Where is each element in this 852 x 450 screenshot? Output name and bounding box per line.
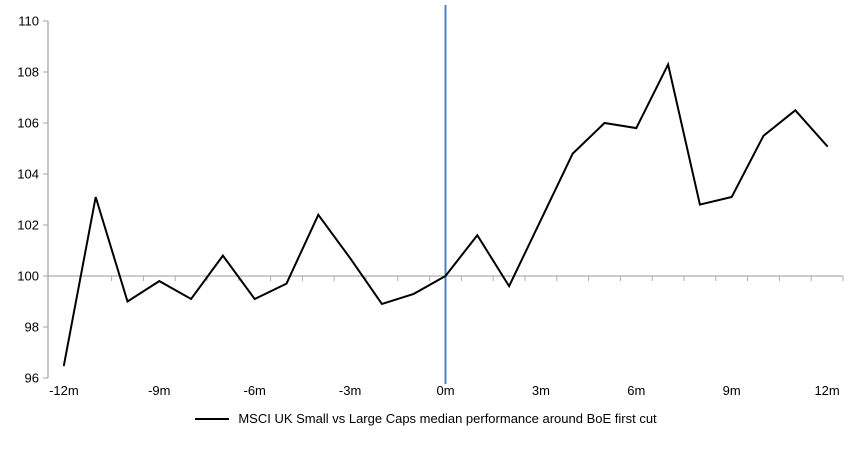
x-axis-label: -3m — [339, 383, 361, 398]
y-axis-label: 100 — [17, 269, 39, 284]
legend: MSCI UK Small vs Large Caps median perfo… — [0, 411, 852, 426]
y-axis-label: 96 — [25, 371, 39, 386]
x-axis-label: 0m — [436, 383, 454, 398]
legend-label: MSCI UK Small vs Large Caps median perfo… — [238, 411, 657, 426]
y-axis-label: 110 — [18, 14, 39, 29]
y-axis-label: 98 — [25, 320, 39, 335]
x-axis-label: -12m — [49, 383, 79, 398]
x-axis-label: 6m — [627, 383, 645, 398]
y-axis-label: 108 — [17, 65, 39, 80]
x-axis-label: 9m — [723, 383, 741, 398]
legend-line-sample — [195, 417, 230, 420]
x-axis-label: -6m — [244, 383, 266, 398]
series-line — [62, 61, 829, 367]
y-axis-label: 106 — [17, 116, 39, 131]
x-axis-label: 12m — [814, 383, 839, 398]
x-axis-label: -9m — [148, 383, 170, 398]
x-axis-label: 3m — [532, 383, 550, 398]
y-axis-label: 104 — [17, 167, 39, 182]
y-axis-label: 102 — [17, 218, 39, 233]
